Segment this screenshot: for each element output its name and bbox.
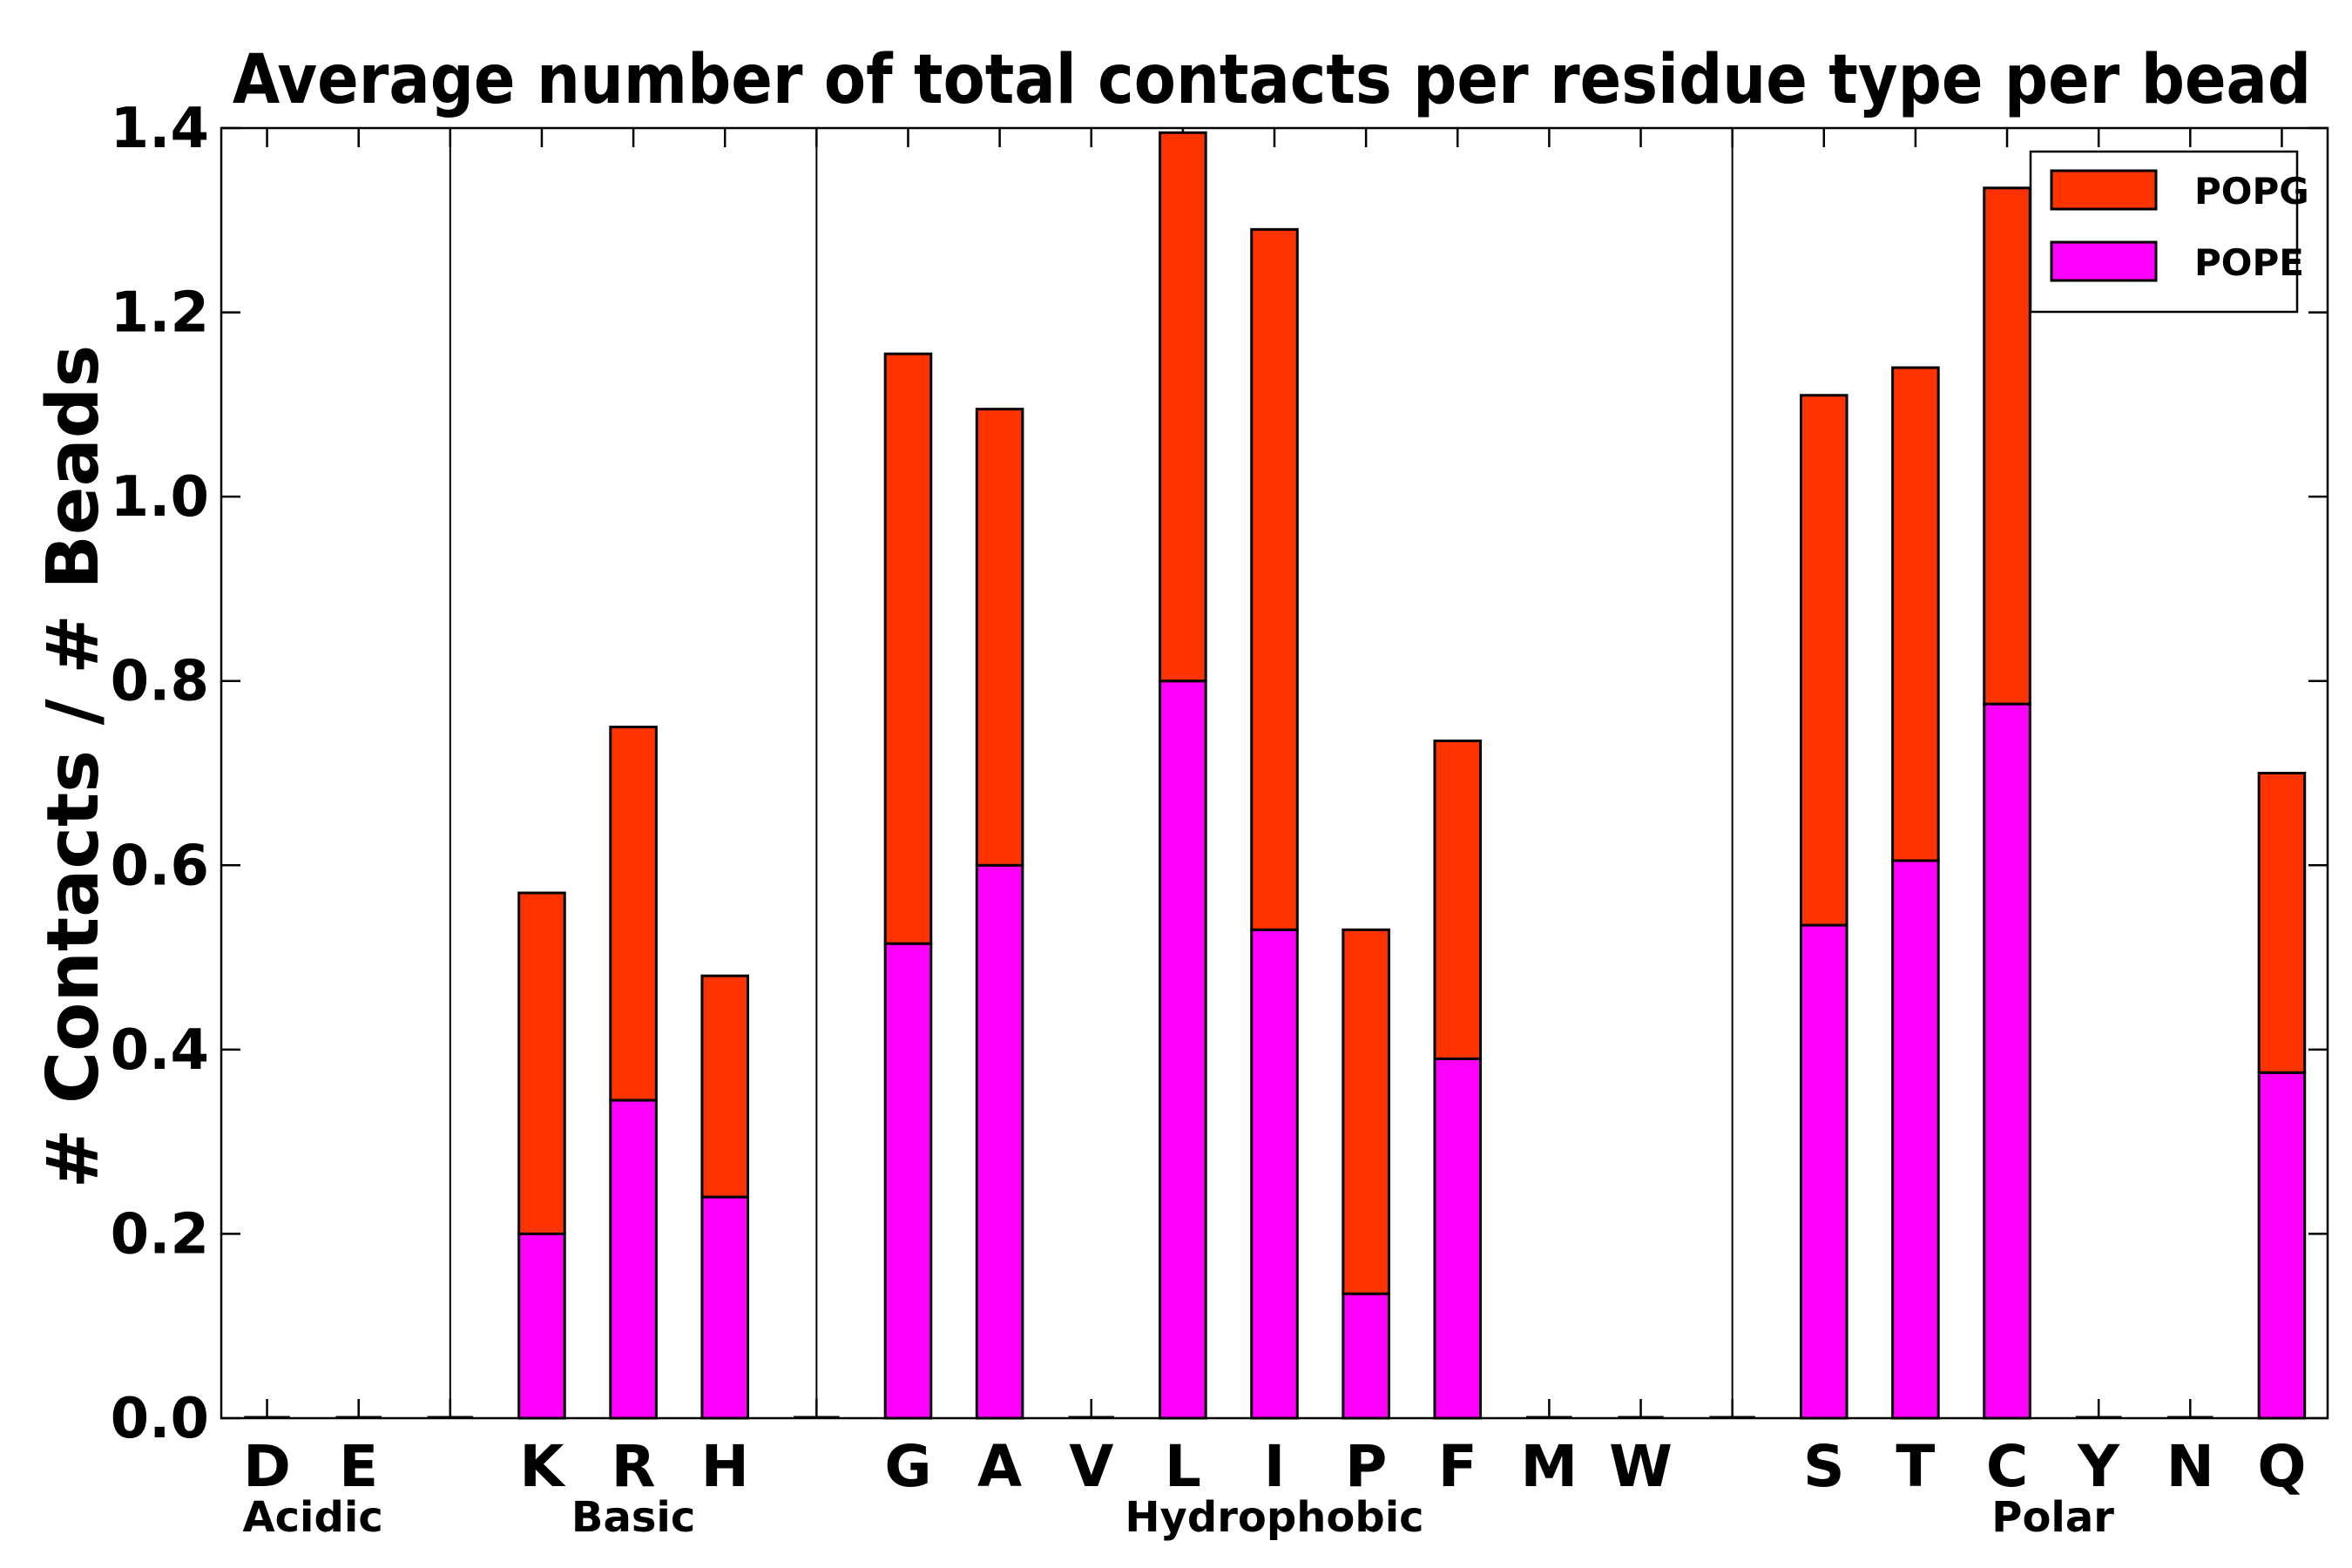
- bar-pope-P: [1342, 1292, 1390, 1420]
- x-tick-label-R: R: [612, 1433, 656, 1500]
- bar-pope-K: [517, 1232, 566, 1420]
- x-tick-label-Q: Q: [2257, 1433, 2306, 1500]
- x-tick-label-N: N: [2166, 1433, 2214, 1500]
- x-tick-label-T: T: [1896, 1433, 1935, 1500]
- x-tick-label-G: G: [884, 1433, 931, 1500]
- plot-area: 0.0 0.2 0.4 0.6 0.8 1.0 1.2 1.4 D E K R H G A V L I P F M W S T…: [111, 97, 2329, 1542]
- x-tick-label-W: W: [1609, 1433, 1673, 1500]
- bar-pope-F: [1433, 1057, 1483, 1420]
- x-tick-label-L: L: [1165, 1433, 1201, 1500]
- y-tick-label: 1.4: [111, 97, 209, 161]
- legend-swatch-pope: [2050, 240, 2158, 282]
- bar-pope-I: [1250, 928, 1299, 1420]
- bar-pope-A: [975, 863, 1024, 1420]
- x-tick-label-H: H: [701, 1433, 749, 1500]
- bar-popg-P: [1342, 928, 1390, 1295]
- group-label-hydrophobic: Hydrophobic: [1125, 1493, 1423, 1542]
- y-tick-label: 0.2: [111, 1202, 209, 1267]
- y-tick-label: 0.8: [111, 650, 209, 714]
- group-label-polar: Polar: [1991, 1493, 2114, 1542]
- y-tick-label: 0.4: [111, 1018, 209, 1083]
- bar-popg-S: [1800, 394, 1848, 927]
- x-tick-label-C: C: [1986, 1433, 2028, 1500]
- bar-popg-F: [1433, 739, 1483, 1060]
- group-label-acidic: Acidic: [242, 1493, 382, 1542]
- x-tick-label-F: F: [1438, 1433, 1477, 1500]
- bar-popg-T: [1891, 366, 1940, 862]
- x-tick-label-E: E: [339, 1433, 378, 1500]
- bar-popg-Q: [2257, 772, 2307, 1074]
- y-tick-label: 0.0: [111, 1387, 209, 1451]
- chart-title: Average number of total contacts per res…: [233, 41, 2311, 119]
- legend-swatch-popg: [2050, 169, 2158, 211]
- bar-pope-R: [609, 1098, 658, 1420]
- bar-popg-H: [700, 974, 749, 1199]
- x-tick-label-V: V: [1069, 1433, 1113, 1500]
- bar-pope-G: [883, 942, 933, 1420]
- x-tick-label-S: S: [1803, 1433, 1845, 1500]
- bar-pope-L: [1159, 679, 1207, 1420]
- x-tick-label-K: K: [519, 1433, 566, 1500]
- x-tick-label-Y: Y: [2077, 1433, 2120, 1500]
- x-tick-label-A: A: [977, 1433, 1022, 1500]
- bar-popg-A: [975, 408, 1024, 867]
- legend-label-pope: POPE: [2194, 241, 2304, 284]
- x-tick-label-M: M: [1521, 1433, 1578, 1500]
- bar-popg-G: [883, 352, 933, 945]
- bar-pope-Q: [2257, 1071, 2307, 1420]
- bar-popg-K: [517, 891, 566, 1235]
- y-tick-label: 0.6: [111, 834, 209, 898]
- bar-pope-S: [1800, 923, 1848, 1420]
- legend-label-popg: POPG: [2194, 170, 2309, 213]
- legend: POPG POPE: [2029, 150, 2309, 314]
- bar-popg-C: [1983, 186, 2031, 706]
- bar-popg-L: [1159, 131, 1207, 683]
- y-tick-label: 1.2: [111, 281, 209, 346]
- bar-pope-T: [1891, 859, 1940, 1420]
- y-tick-label: 1.0: [111, 465, 209, 530]
- bar-pope-C: [1983, 702, 2031, 1420]
- y-axis-label: # Contacts / # Beads: [32, 345, 115, 1189]
- bar-pope-H: [700, 1195, 749, 1420]
- x-tick-label-D: D: [243, 1433, 291, 1500]
- bar-popg-I: [1250, 227, 1299, 931]
- group-label-basic: Basic: [571, 1493, 695, 1542]
- x-tick-label-I: I: [1264, 1433, 1286, 1500]
- x-tick-label-P: P: [1345, 1433, 1387, 1500]
- bar-popg-R: [609, 726, 658, 1102]
